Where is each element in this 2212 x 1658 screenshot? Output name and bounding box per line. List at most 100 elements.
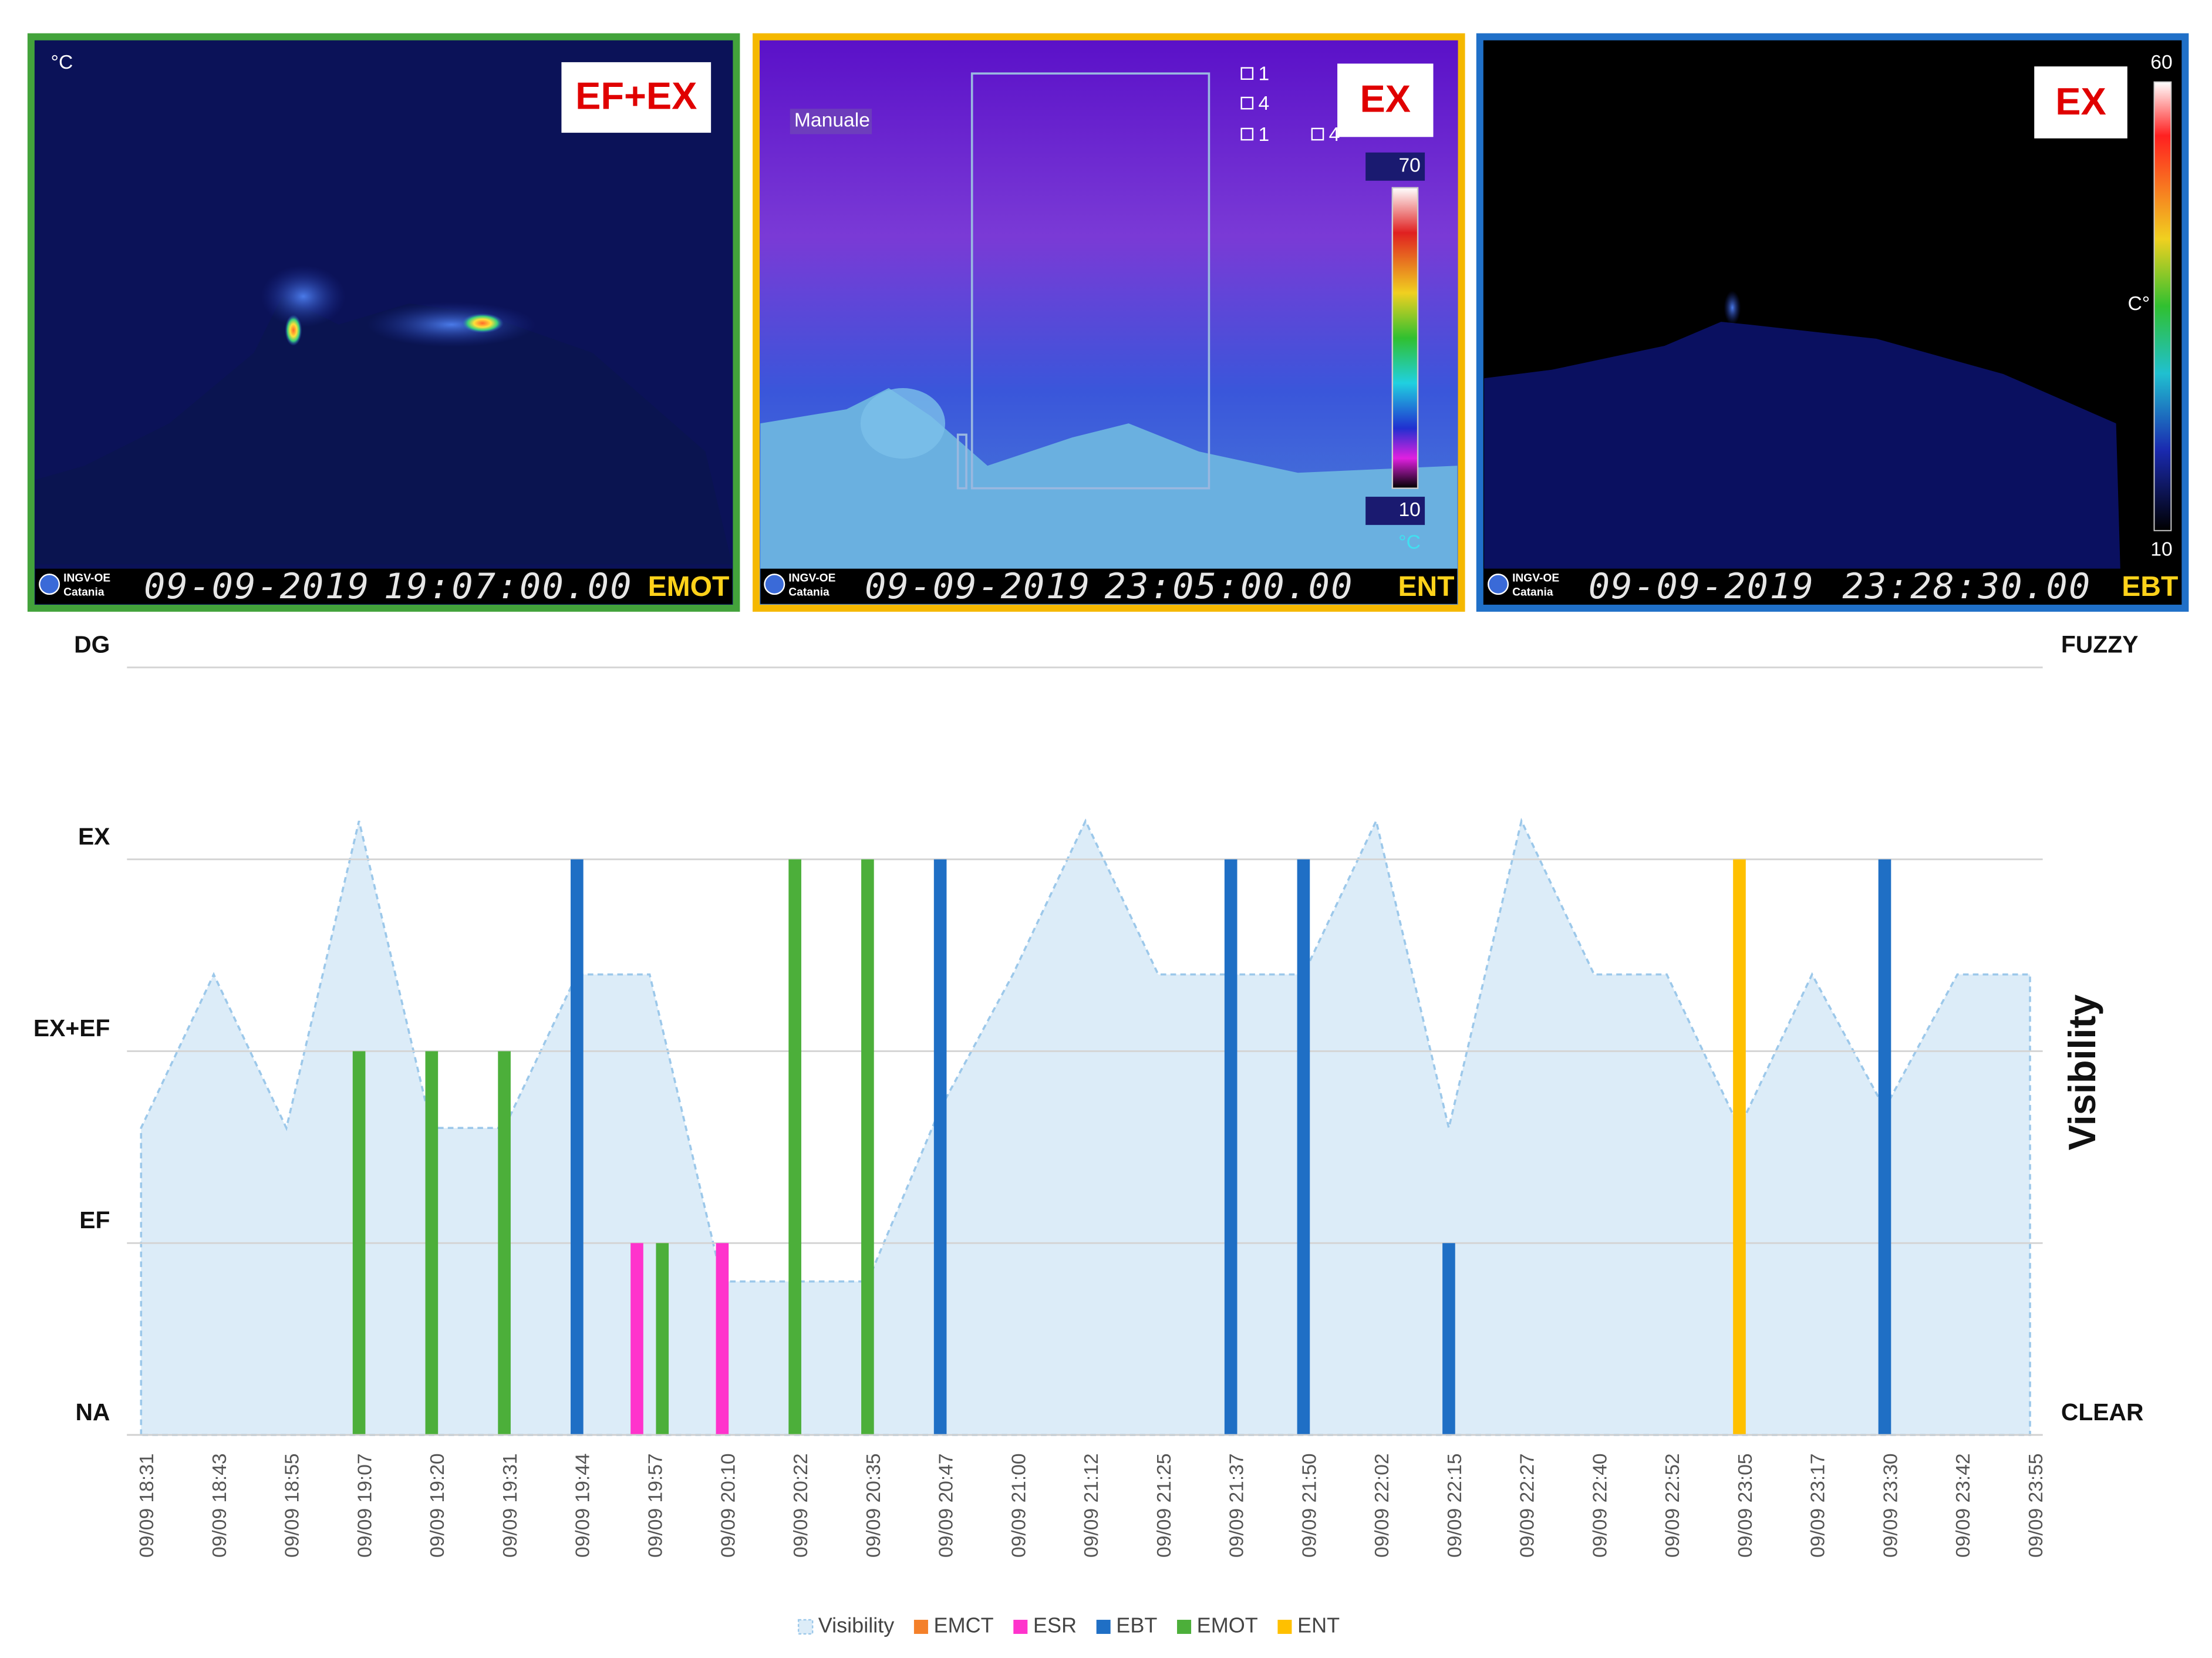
- event-bar: [1297, 859, 1310, 1435]
- color-bar: [1391, 187, 1419, 489]
- legend-swatch: [1277, 1619, 1292, 1634]
- camera: ENT: [1398, 571, 1454, 602]
- logo: INGV-OE: [1512, 572, 1559, 585]
- y2-tick-label: FUZZY: [2061, 631, 2139, 658]
- x-tick-label: 09/09 19:57: [645, 1453, 667, 1558]
- roi-box: [956, 433, 967, 490]
- x-tick-label: 09/09 18:31: [136, 1453, 158, 1558]
- y2-axis-title: Visibility: [2061, 995, 2103, 1151]
- event-bar: [861, 859, 874, 1435]
- roi-icon: [1240, 127, 1254, 141]
- time: 23:28:30.00: [1842, 566, 2091, 607]
- x-tick-label: 09/09 22:52: [1662, 1453, 1684, 1558]
- legend-label: ESR: [1033, 1613, 1077, 1637]
- x-tick-label: 09/09 19:07: [354, 1453, 376, 1558]
- roi-icon: [1240, 96, 1254, 110]
- mode: Manuale: [794, 110, 870, 132]
- plume: [261, 265, 346, 328]
- roi-label: 4: [1329, 124, 1340, 146]
- logo: INGV-OE: [63, 572, 110, 585]
- event-bar: [498, 1051, 511, 1435]
- event-bar: [425, 1051, 439, 1435]
- x-tick-label: 09/09 21:00: [1008, 1453, 1030, 1558]
- x-tick-label: 09/09 19:44: [572, 1453, 594, 1558]
- scale-max: 60: [2150, 52, 2172, 73]
- date: 09-09-2019: [1589, 566, 1815, 607]
- logo: INGV-OE: [788, 572, 835, 585]
- x-tick-label: 09/09 18:43: [209, 1453, 231, 1558]
- camera: EMOT: [648, 571, 730, 602]
- badge: EF+EX: [575, 75, 697, 117]
- roi-icon: [1311, 127, 1324, 141]
- x-tick-label: 09/09 21:50: [1299, 1453, 1320, 1558]
- date: 09-09-2019: [144, 566, 370, 607]
- x-tick-label: 09/09 21:12: [1081, 1453, 1102, 1558]
- roi-label: 1: [1259, 124, 1270, 146]
- x-tick-label: 09/09 23:30: [1880, 1453, 1901, 1558]
- event-bar: [1442, 1243, 1455, 1435]
- scale-min: 10: [2150, 538, 2172, 560]
- legend-label: EMOT: [1197, 1613, 1258, 1637]
- logo-icon: [1488, 574, 1509, 595]
- x-tick-label: 09/09 22:27: [1517, 1453, 1539, 1558]
- unit-label: °C: [1398, 531, 1421, 553]
- x-tick-label: 09/09 19:20: [427, 1453, 449, 1558]
- event-bar: [656, 1243, 669, 1435]
- event-bar: [571, 859, 584, 1435]
- legend-label: EBT: [1116, 1613, 1157, 1637]
- plume: [366, 302, 537, 348]
- x-tick-label: 09/09 20:22: [790, 1453, 812, 1558]
- hot-spot: [285, 315, 302, 346]
- roi-box: [970, 72, 1210, 490]
- x-tick-label: 09/09 22:15: [1444, 1453, 1466, 1558]
- event-bar: [630, 1243, 643, 1435]
- color-bar: [2153, 81, 2172, 531]
- info-strip: [760, 568, 1458, 604]
- scale-max: 70: [1398, 155, 1420, 177]
- event-bar: [716, 1243, 729, 1435]
- x-tick-label: 09/09 22:40: [1589, 1453, 1611, 1558]
- event-bar: [1224, 859, 1237, 1435]
- logo: Catania: [63, 587, 104, 599]
- unit-label: °C: [51, 52, 73, 73]
- badge-box: [1337, 63, 1434, 137]
- scale-box: [1365, 152, 1425, 181]
- event-bar: [933, 859, 947, 1435]
- legend-label: ENT: [1297, 1613, 1340, 1637]
- roi-label: 1: [1259, 63, 1270, 85]
- badge-box: [561, 62, 712, 133]
- x-tick-label: 09/09 23:42: [1953, 1453, 1974, 1558]
- x-tick-label: 09/09 18:55: [282, 1453, 304, 1558]
- x-tick-label: 09/09 23:05: [1735, 1453, 1756, 1558]
- plume: [860, 388, 946, 459]
- thermal-panel: °C EF+EX INGV-OE Catania 09-09-2019 19:0…: [27, 33, 740, 612]
- date: 09-09-2019: [865, 566, 1091, 607]
- x-tick-label: 09/09 21:37: [1226, 1453, 1248, 1558]
- x-tick-label: 09/09 20:35: [863, 1453, 885, 1558]
- x-tick-label: 09/09 20:10: [717, 1453, 739, 1558]
- x-tick-label: 09/09 23:17: [1808, 1453, 1829, 1558]
- info-strip: [1484, 568, 2181, 604]
- legend-label: EMCT: [934, 1613, 994, 1637]
- legend-swatch: [1177, 1619, 1192, 1634]
- logo-icon: [39, 574, 60, 595]
- x-tick-label: 09/09 23:55: [2025, 1453, 2047, 1558]
- logo-icon: [764, 574, 785, 595]
- event-bar: [352, 1051, 366, 1435]
- mountain: [35, 296, 733, 565]
- roi-icon: [1240, 67, 1254, 80]
- badge: EX: [2055, 80, 2106, 123]
- y-tick-label: NA: [75, 1398, 110, 1426]
- x-tick-label: 09/09 22:02: [1371, 1453, 1393, 1558]
- mountain: [1484, 322, 2120, 569]
- y-tick-label: EF: [79, 1207, 110, 1234]
- y-tick-label: EX: [78, 823, 110, 850]
- scale-min: 10: [1398, 499, 1420, 521]
- mode-box: [790, 109, 872, 134]
- y-tick-label: DG: [74, 631, 110, 658]
- x-tick-label: 09/09 20:47: [936, 1453, 957, 1558]
- event-bar: [788, 859, 801, 1435]
- logo: Catania: [788, 587, 830, 599]
- event-bar: [1878, 859, 1891, 1435]
- x-tick-label: 09/09 21:25: [1154, 1453, 1175, 1558]
